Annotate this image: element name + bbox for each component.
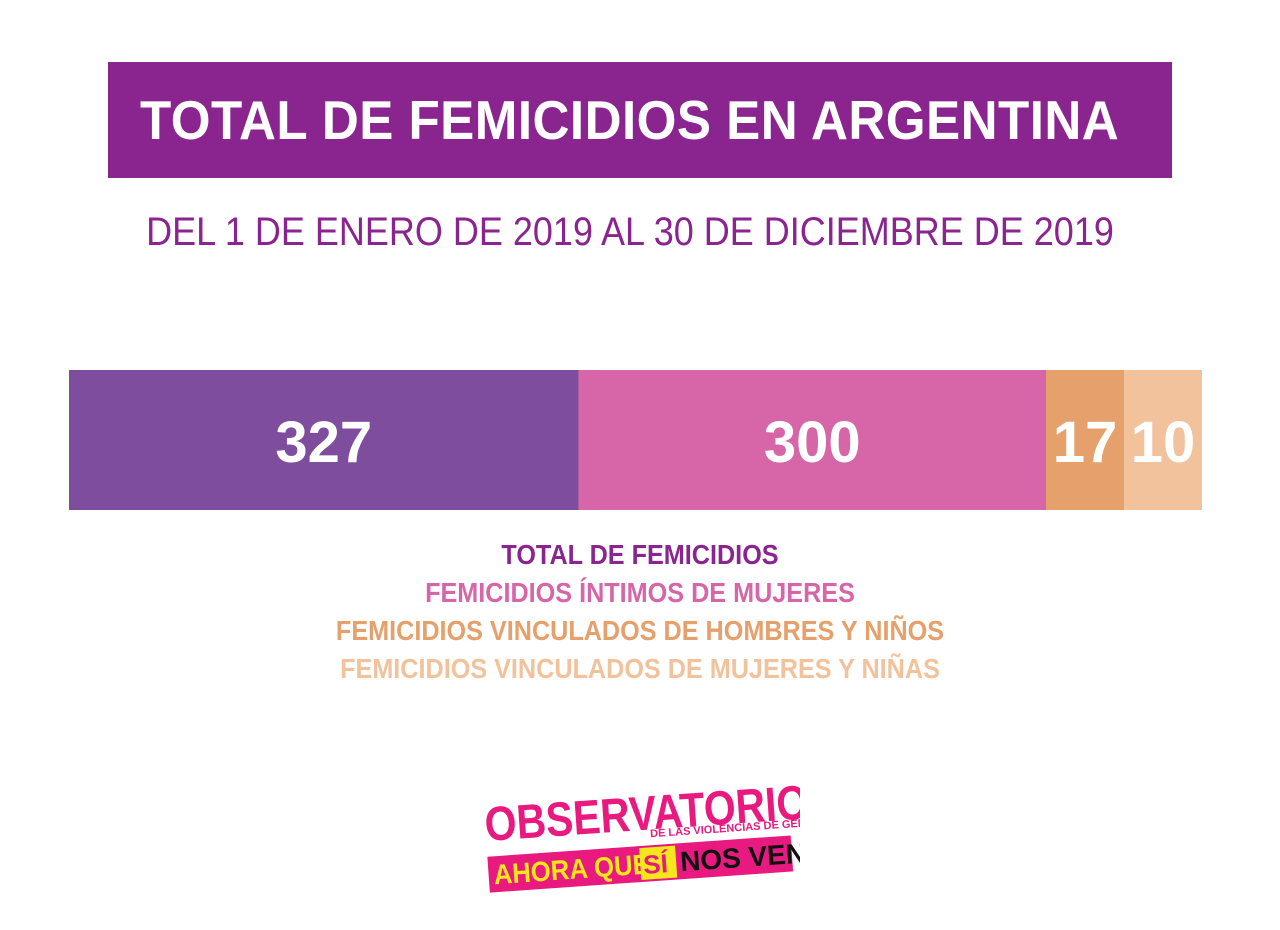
chart-legend: TOTAL DE FEMICIDIOS FEMICIDIOS ÍNTIMOS D… [0, 536, 1280, 688]
bar-linked-men-value-label: 17 [1053, 410, 1118, 475]
legend-item-linked-men: FEMICIDIOS VINCULADOS DE HOMBRES Y NIÑOS [335, 615, 945, 646]
page-title: TOTAL DE FEMICIDIOS EN ARGENTINA [140, 89, 1120, 151]
bar-linked-women [1124, 370, 1202, 510]
title-banner: TOTAL DE FEMICIDIOS EN ARGENTINA [108, 62, 1172, 178]
bar-total [69, 370, 579, 510]
logo-band [487, 835, 794, 893]
observatorio-logo: OBSERVATORIO DE LAS VIOLENCIAS DE GÉNERO… [483, 775, 800, 893]
legend-item-total: TOTAL DE FEMICIDIOS [501, 539, 779, 570]
logo-line3b: SÍ [642, 848, 669, 880]
date-range-subtitle: DEL 1 DE ENERO DE 2019 AL 30 DE DICIEMBR… [146, 210, 1114, 254]
bar-total-value-label: 327 [275, 410, 372, 475]
bar-intimate [578, 370, 1046, 510]
legend-item-linked-women: FEMICIDIOS VINCULADOS DE MUJERES Y NIÑAS [340, 653, 940, 684]
legend-item-intimate: FEMICIDIOS ÍNTIMOS DE MUJERES [425, 577, 855, 608]
bar-intimate-value-label: 300 [764, 410, 861, 475]
bar-linked-men [1046, 370, 1124, 510]
logo-si-box [639, 845, 678, 881]
bar-linked-women-value-label: 10 [1131, 410, 1196, 475]
femicide-bar-chart: 327 300 17 10 [69, 370, 1202, 510]
